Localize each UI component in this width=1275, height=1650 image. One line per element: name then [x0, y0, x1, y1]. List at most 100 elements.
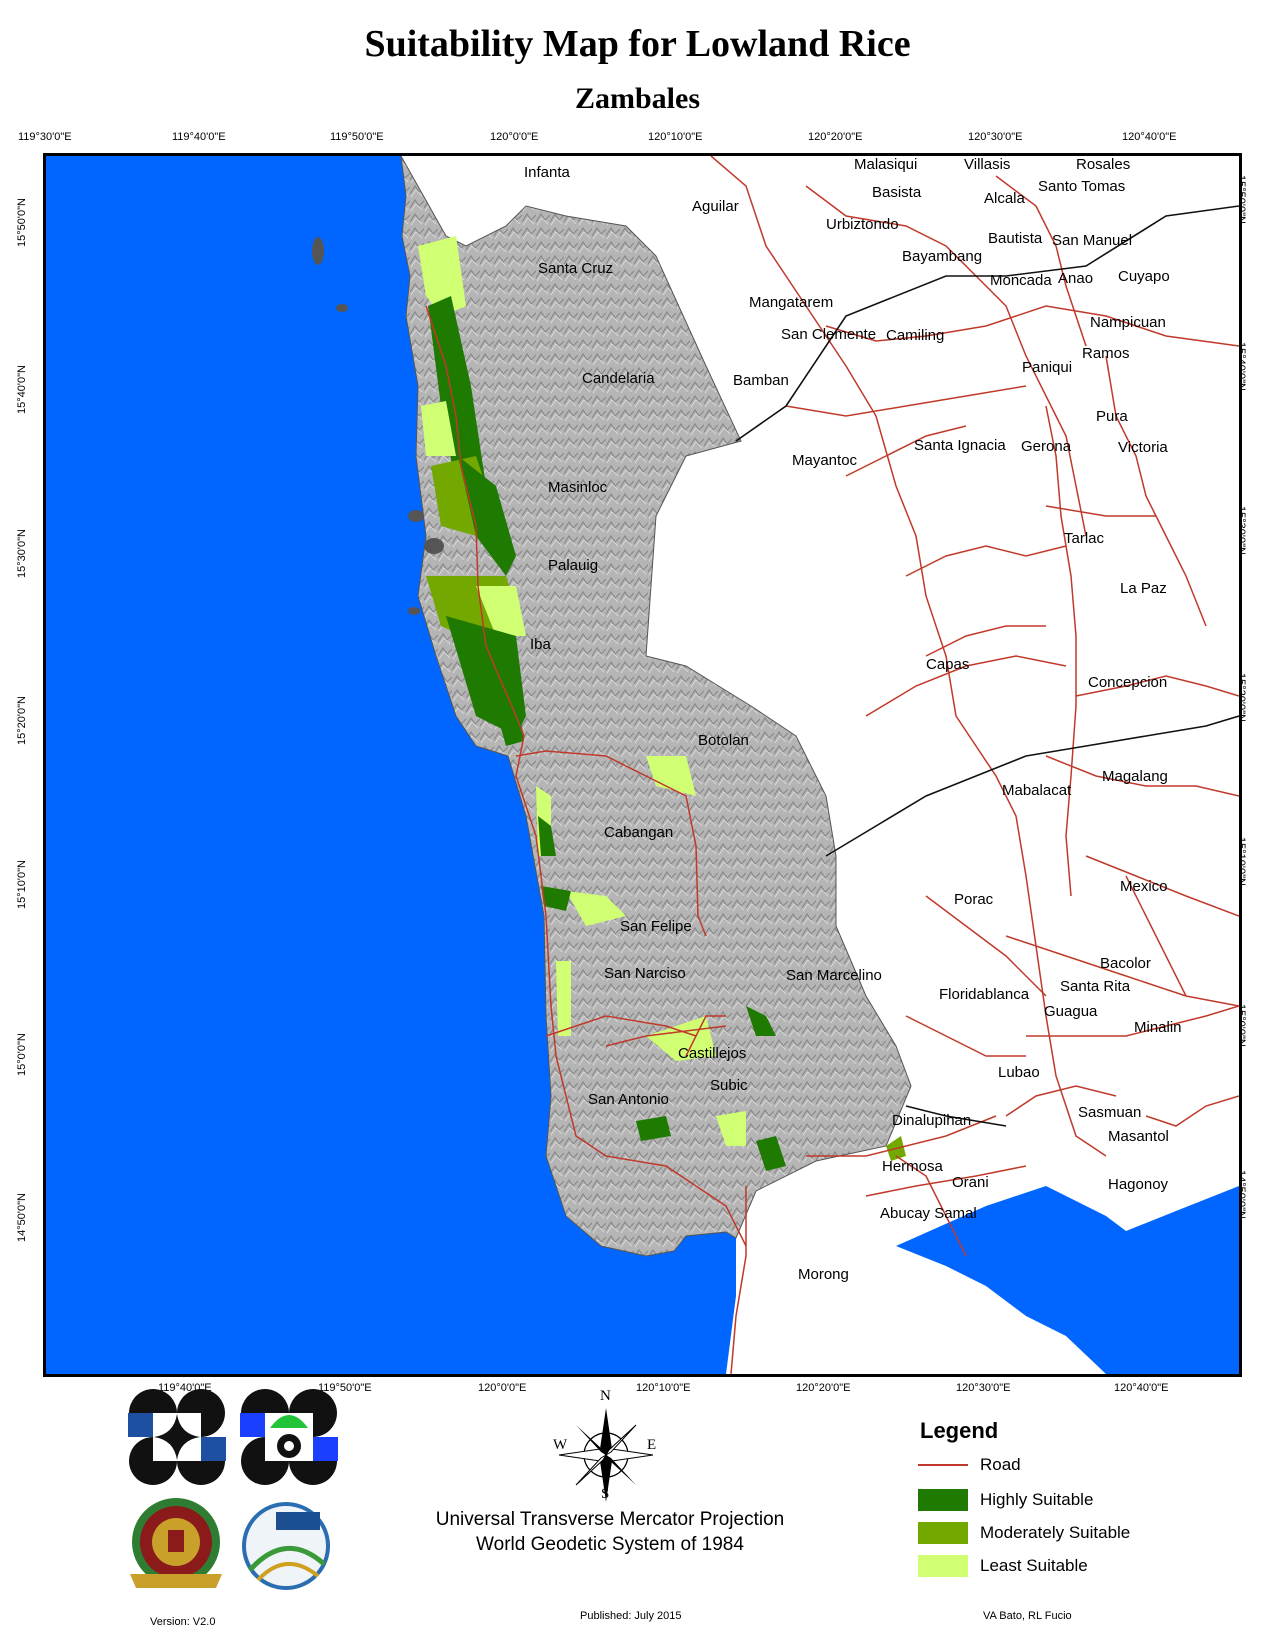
road-network	[425, 156, 1239, 1374]
least-suitable-patch	[566, 891, 626, 926]
least-suitable-patch	[421, 401, 456, 456]
place-label: Infanta	[524, 164, 570, 181]
place-label: Mangatarem	[749, 294, 834, 311]
place-label: Ramos	[1082, 345, 1130, 362]
place-label: Palauig	[548, 557, 599, 574]
place-label: Porac	[954, 891, 994, 908]
sarai-logo	[238, 1500, 334, 1597]
longitude-label-top: 120°0'0"E	[490, 131, 539, 143]
latitude-label-left: 15°50'0"N	[16, 198, 28, 247]
place-label: San Narciso	[604, 965, 686, 982]
version-text: Version: V2.0	[150, 1616, 216, 1628]
boundary-lines	[735, 205, 1239, 1127]
place-label: Santa Ignacia	[914, 437, 1006, 454]
legend-item-moderately: Moderately Suitable	[918, 1521, 1130, 1545]
longitude-label-bottom: 120°10'0"E	[636, 1382, 691, 1394]
legend-label: Highly Suitable	[980, 1490, 1094, 1509]
longitude-label-top: 119°30'0"E	[18, 131, 72, 143]
map-canvas[interactable]: Infanta Aguilar Malasiqui Villasis Rosal…	[43, 153, 1242, 1377]
highly-suitable-patch	[541, 886, 571, 911]
place-label: Bacolor	[1100, 955, 1151, 972]
suitability-patches	[418, 236, 906, 1171]
longitude-label-top: 119°50'0"E	[330, 131, 384, 143]
longitude-label-top: 120°20'0"E	[808, 131, 863, 143]
place-label: Iba	[530, 636, 551, 653]
place-label: Hermosa	[882, 1158, 943, 1175]
least-suitable-patch	[716, 1111, 746, 1146]
place-label: Abucay Samal	[880, 1205, 977, 1222]
least-suitable-patch	[418, 236, 466, 316]
place-label: Bayambang	[902, 248, 983, 265]
uplb-seal	[122, 1496, 230, 1597]
place-label: Camiling	[886, 327, 945, 344]
legend-label: Moderately Suitable	[980, 1523, 1131, 1542]
place-label: Morong	[798, 1266, 849, 1283]
place-label: Mabalacat	[1002, 782, 1072, 799]
place-label: Subic	[710, 1077, 748, 1094]
place-label: Candelaria	[582, 370, 655, 387]
place-label: Lubao	[998, 1064, 1040, 1081]
published-text: Published: July 2015	[580, 1610, 682, 1622]
place-label: Castillejos	[678, 1045, 747, 1062]
place-label: Santa Cruz	[538, 260, 614, 277]
place-label: Cabangan	[604, 824, 674, 841]
least-suitable-swatch	[918, 1555, 968, 1577]
place-label: Gerona	[1021, 438, 1072, 455]
place-label: Masinloc	[548, 479, 608, 496]
longitude-label-bottom: 120°0'0"E	[478, 1382, 527, 1394]
projection-line-1: Universal Transverse Mercator Projection	[435, 1509, 785, 1530]
least-suitable-patch	[556, 961, 571, 1036]
place-label: Minalin	[1134, 1019, 1182, 1036]
place-label: Victoria	[1118, 439, 1168, 456]
pcaarrd-logo	[240, 1388, 338, 1491]
highly-suitable-swatch	[918, 1489, 968, 1511]
place-label: Alcala	[984, 190, 1025, 207]
place-label: Aguilar	[692, 198, 739, 215]
longitude-label-top: 120°10'0"E	[648, 131, 703, 143]
highly-suitable-patch	[756, 1136, 786, 1171]
place-label: Cuyapo	[1118, 268, 1170, 285]
highly-suitable-patch	[538, 816, 556, 856]
place-label: Masantol	[1108, 1128, 1169, 1145]
place-label: San Antonio	[588, 1091, 669, 1108]
least-suitable-patch	[476, 586, 526, 636]
place-label: La Paz	[1120, 580, 1167, 597]
place-label: Bamban	[733, 372, 789, 389]
legend-item-road: Road	[918, 1453, 1021, 1477]
place-label: Botolan	[698, 732, 749, 749]
place-label: Santa Rita	[1060, 978, 1131, 995]
legend-label: Least Suitable	[980, 1556, 1088, 1575]
north-arrow-compass	[551, 1400, 661, 1515]
compass-n: N	[600, 1388, 611, 1404]
place-label: Concepcion	[1088, 674, 1168, 691]
longitude-label-top: 119°40'0"E	[172, 131, 226, 143]
place-label: Santo Tomas	[1038, 178, 1126, 195]
authors-text: VA Bato, RL Fucio	[983, 1610, 1072, 1622]
latitude-label-left: 15°20'0"N	[16, 696, 28, 745]
least-suitable-patch	[646, 1016, 716, 1061]
place-label: San Clemente	[781, 326, 877, 343]
legend-title: Legend	[920, 1418, 999, 1443]
compass-e: E	[647, 1437, 657, 1453]
place-label: Anao	[1058, 270, 1094, 287]
legend-label: Road	[980, 1455, 1021, 1474]
place-label: Orani	[952, 1174, 989, 1191]
longitude-label-bottom: 119°50'0"E	[318, 1382, 372, 1394]
legend-item-least: Least Suitable	[918, 1554, 1088, 1578]
place-label: Sasmuan	[1078, 1104, 1142, 1121]
place-label: Nampicuan	[1090, 314, 1166, 331]
longitude-label-bottom: 120°30'0"E	[956, 1382, 1011, 1394]
projection-line-2: World Geodetic System of 1984	[476, 1534, 744, 1555]
islands	[312, 237, 444, 615]
latitude-label-left: 14°50'0"N	[16, 1193, 28, 1242]
place-label: Malasiqui	[854, 156, 918, 173]
place-label: San Marcelino	[786, 967, 882, 984]
place-label: Tarlac	[1064, 530, 1105, 547]
place-label: Mayantoc	[792, 452, 858, 469]
legend-item-highly: Highly Suitable	[918, 1488, 1093, 1512]
place-label: San Manuel	[1052, 232, 1133, 249]
map-graphics	[46, 156, 1239, 1374]
place-label: Capas	[926, 656, 970, 673]
place-label: Floridablanca	[939, 986, 1030, 1003]
place-label: Rosales	[1076, 156, 1131, 173]
